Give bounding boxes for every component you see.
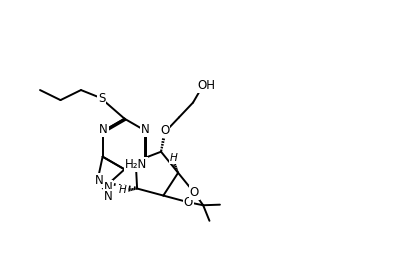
Text: O: O (160, 124, 170, 137)
Text: N: N (99, 123, 108, 137)
Text: N: N (103, 181, 112, 194)
Text: H: H (170, 153, 178, 163)
Text: O: O (190, 186, 199, 199)
Text: OH: OH (198, 79, 216, 92)
Text: H: H (119, 185, 127, 195)
Text: O: O (183, 196, 193, 209)
Text: S: S (98, 92, 105, 105)
Text: N: N (94, 174, 103, 187)
Text: N: N (104, 190, 113, 203)
Text: N: N (141, 123, 150, 137)
Text: H₂N: H₂N (125, 159, 147, 171)
